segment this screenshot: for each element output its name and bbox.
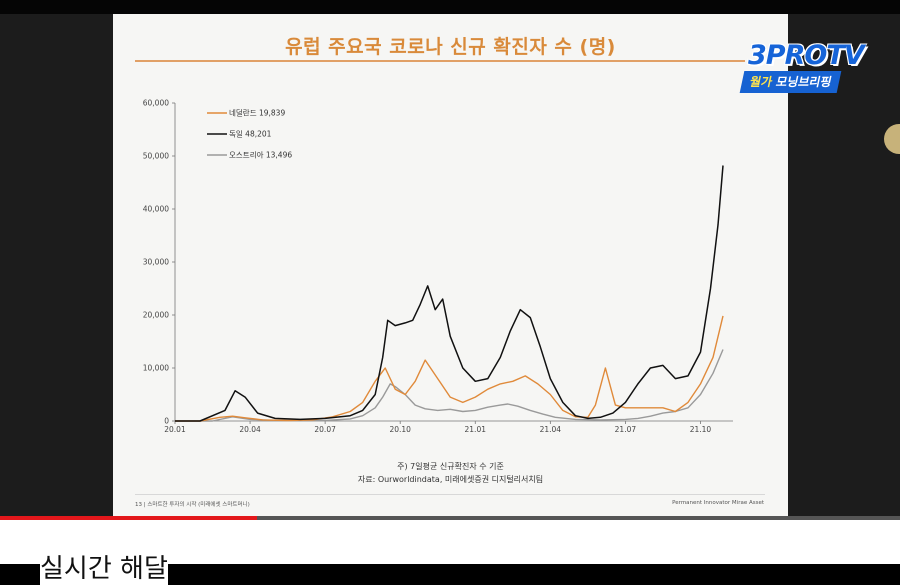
- y-tick-label: 20,000: [143, 311, 169, 320]
- legend-label-at: 오스트리아 13,496: [229, 150, 292, 160]
- chart-legend: 네덜란드 19,839 독일 48,201 오스트리아 13,496: [207, 108, 292, 160]
- y-axis-ticks: 0 10,000 20,000 30,000 40,000 50,000 60,000: [143, 99, 175, 426]
- logo-badge-label: 모닝브리핑: [770, 75, 833, 89]
- y-tick-label: 30,000: [143, 258, 169, 267]
- overlay-circle: [884, 124, 900, 154]
- video-progress-played: [0, 516, 257, 520]
- title-divider: [135, 60, 745, 62]
- y-tick-label: 50,000: [143, 152, 169, 161]
- series-line-de: [175, 165, 724, 422]
- footer-divider: [135, 494, 765, 495]
- x-tick-label: 21.10: [690, 425, 712, 434]
- logo-program-badge: 월가 모닝브리핑: [739, 71, 842, 93]
- x-tick-label: 20.10: [389, 425, 411, 434]
- y-tick-label: 60,000: [143, 99, 169, 108]
- video-progress-bar[interactable]: [0, 516, 900, 520]
- video-player[interactable]: 유럽 주요국 코로나 신규 확진자 수 (명) 0 10,000 20,000 30,…: [0, 0, 900, 520]
- x-tick-label: 20.04: [239, 425, 261, 434]
- chart-note: 주) 7일평균 신규확진자 수 기준 자료: Ourworldindata, 미…: [113, 460, 788, 486]
- y-tick-label: 40,000: [143, 205, 169, 214]
- series-line-nl: [175, 315, 724, 422]
- y-tick-label: 10,000: [143, 364, 169, 373]
- channel-logo: 3PROTV 월가 모닝브리핑: [739, 40, 878, 96]
- note-source: 자료: Ourworldindata, 미래에셋증권 디지털리서치팀: [357, 475, 544, 484]
- note-basis: 주) 7일평균 신규확진자 수 기준: [397, 462, 504, 471]
- video-top-bar: [0, 0, 900, 14]
- y-tick-label: 0: [164, 417, 169, 426]
- presentation-slide: 유럽 주요국 코로나 신규 확진자 수 (명) 0 10,000 20,000 30,…: [113, 14, 788, 520]
- video-title: 실시간 해달: [40, 548, 168, 585]
- x-tick-label: 21.07: [615, 425, 637, 434]
- legend-label-de: 독일 48,201: [229, 130, 272, 139]
- x-tick-label: 21.01: [465, 425, 487, 434]
- x-tick-label: 21.04: [540, 425, 562, 434]
- legend-label-nl: 네덜란드 19,839: [229, 108, 285, 118]
- x-tick-label: 20.07: [314, 425, 336, 434]
- series-lines: [175, 165, 724, 422]
- slide-footer-right: Permanent Innovator Mirae Asset: [672, 500, 764, 506]
- x-axis-ticks: 20.01 20.04 20.07 20.10 21.01 21.04 21.07 21.10: [164, 421, 711, 434]
- series-line-at: [175, 349, 724, 422]
- line-chart: 0 10,000 20,000 30,000 40,000 50,000 60,000 20…: [143, 99, 733, 434]
- x-tick-label: 20.01: [164, 425, 186, 434]
- slide-footer-left: 13 | 스마트한 투자의 시작 (미래에셋 스마트머니): [135, 502, 250, 508]
- chart-title: 유럽 주요국 코로나 신규 확진자 수 (명): [285, 36, 616, 58]
- logo-wordmark: 3PROTV: [748, 40, 865, 71]
